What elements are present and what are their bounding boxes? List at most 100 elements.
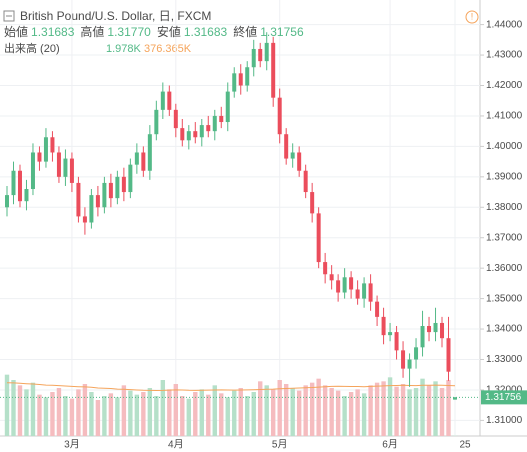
volume-bar (199, 389, 204, 436)
candle-body (453, 397, 457, 400)
alert-icon[interactable] (465, 10, 479, 24)
candle-body (258, 48, 263, 62)
candle-body (63, 158, 68, 177)
candle-body (199, 125, 204, 138)
volume-bar (147, 388, 153, 436)
last-price-tag (481, 390, 527, 405)
volume-bar (193, 392, 198, 436)
volume-bar (348, 392, 354, 436)
y-tick-label: 1.38000 (486, 202, 523, 213)
y-tick-label: 1.36000 (486, 263, 523, 274)
y-tick-label: 1.43000 (486, 50, 523, 61)
ohlc-name: 終値 (233, 24, 257, 39)
volume-ma-label: 376.365K (144, 43, 192, 55)
x-tick-label: 3月 (64, 439, 80, 451)
y-tick-label: 1.33000 (486, 354, 523, 365)
ohlc-value: 1.31770 (107, 25, 151, 39)
volume-bar (128, 390, 133, 436)
volume-bar (11, 380, 16, 436)
candle-body (349, 277, 354, 290)
volume-bar (134, 394, 140, 436)
candle-body (420, 326, 425, 348)
candle-body (5, 195, 9, 208)
candle-body (290, 152, 295, 159)
volume-bar (219, 393, 224, 436)
candle-body (43, 137, 48, 162)
volume-bar (225, 397, 230, 436)
y-tick-label: 1.39000 (486, 171, 523, 182)
candle-body (160, 91, 165, 110)
candle-body (24, 189, 29, 202)
candle-body (50, 137, 55, 153)
candle-body (180, 128, 185, 141)
candle-body (297, 152, 302, 171)
ohlc-name: 高値 (80, 24, 104, 39)
ohlc-value: 1.31683 (31, 25, 75, 39)
volume-bar (63, 396, 68, 436)
volume-bar (290, 388, 295, 436)
candle-body (212, 115, 217, 132)
candle-body (316, 213, 321, 263)
candle-body (186, 131, 191, 141)
volume-bar (154, 396, 159, 436)
volume-bar (121, 385, 127, 436)
volume-bar (232, 390, 237, 436)
volume-bar (283, 384, 289, 436)
volume-bar (361, 393, 367, 436)
y-tick-label: 1.37000 (486, 232, 523, 243)
volume-bar (329, 388, 334, 436)
volume-bar (173, 384, 179, 436)
volume-title: 出来高 (20) (4, 41, 60, 55)
y-tick-label: 1.42000 (486, 80, 523, 91)
candle-body (375, 301, 380, 317)
candle-body (219, 115, 224, 123)
volume-bar (342, 396, 347, 436)
volume-bar (102, 396, 107, 436)
candle-body (245, 67, 250, 86)
volume-bar (4, 374, 10, 436)
y-tick-label: 1.44000 (486, 19, 523, 30)
volume-bar (387, 377, 393, 436)
candle-body (271, 42, 276, 98)
volume-bar (69, 398, 75, 436)
volume-bar (426, 385, 432, 436)
candle-body (95, 195, 100, 208)
candle-body (82, 216, 87, 223)
volume-bar (37, 394, 42, 436)
volume-bar (316, 378, 321, 436)
candle-body (381, 316, 386, 336)
volume-label: 1.978K (106, 43, 142, 55)
volume-bar (95, 400, 101, 436)
volume-bar (76, 389, 81, 436)
volume-layer (4, 374, 458, 436)
candle-body (368, 283, 373, 302)
candle-body (446, 338, 451, 372)
candle-body (329, 274, 334, 281)
volume-bar (141, 392, 146, 436)
volume-bar (277, 380, 282, 436)
candle-body (11, 170, 16, 196)
candle-body (154, 109, 159, 135)
volume-bar (433, 381, 438, 436)
candle-body (173, 109, 178, 129)
volume-bar (180, 396, 185, 436)
candle-body (440, 322, 445, 339)
candle-body (407, 359, 412, 369)
candle-body (323, 262, 328, 275)
volume-bar (322, 385, 328, 436)
volume-bar (17, 385, 23, 436)
collapse-icon[interactable] (3, 10, 15, 22)
volume-bar (394, 386, 399, 436)
candle-body (69, 158, 74, 183)
candle-body (147, 134, 152, 171)
candle-body (56, 152, 61, 177)
candle-body (342, 277, 347, 293)
volume-bar (50, 392, 55, 436)
y-tick-label: 1.32000 (486, 385, 523, 396)
candle-body (30, 152, 35, 190)
volume-bar (264, 385, 269, 436)
candle-body (264, 42, 269, 62)
y-tick-label: 1.31000 (486, 415, 523, 426)
volume-bar (56, 388, 62, 436)
